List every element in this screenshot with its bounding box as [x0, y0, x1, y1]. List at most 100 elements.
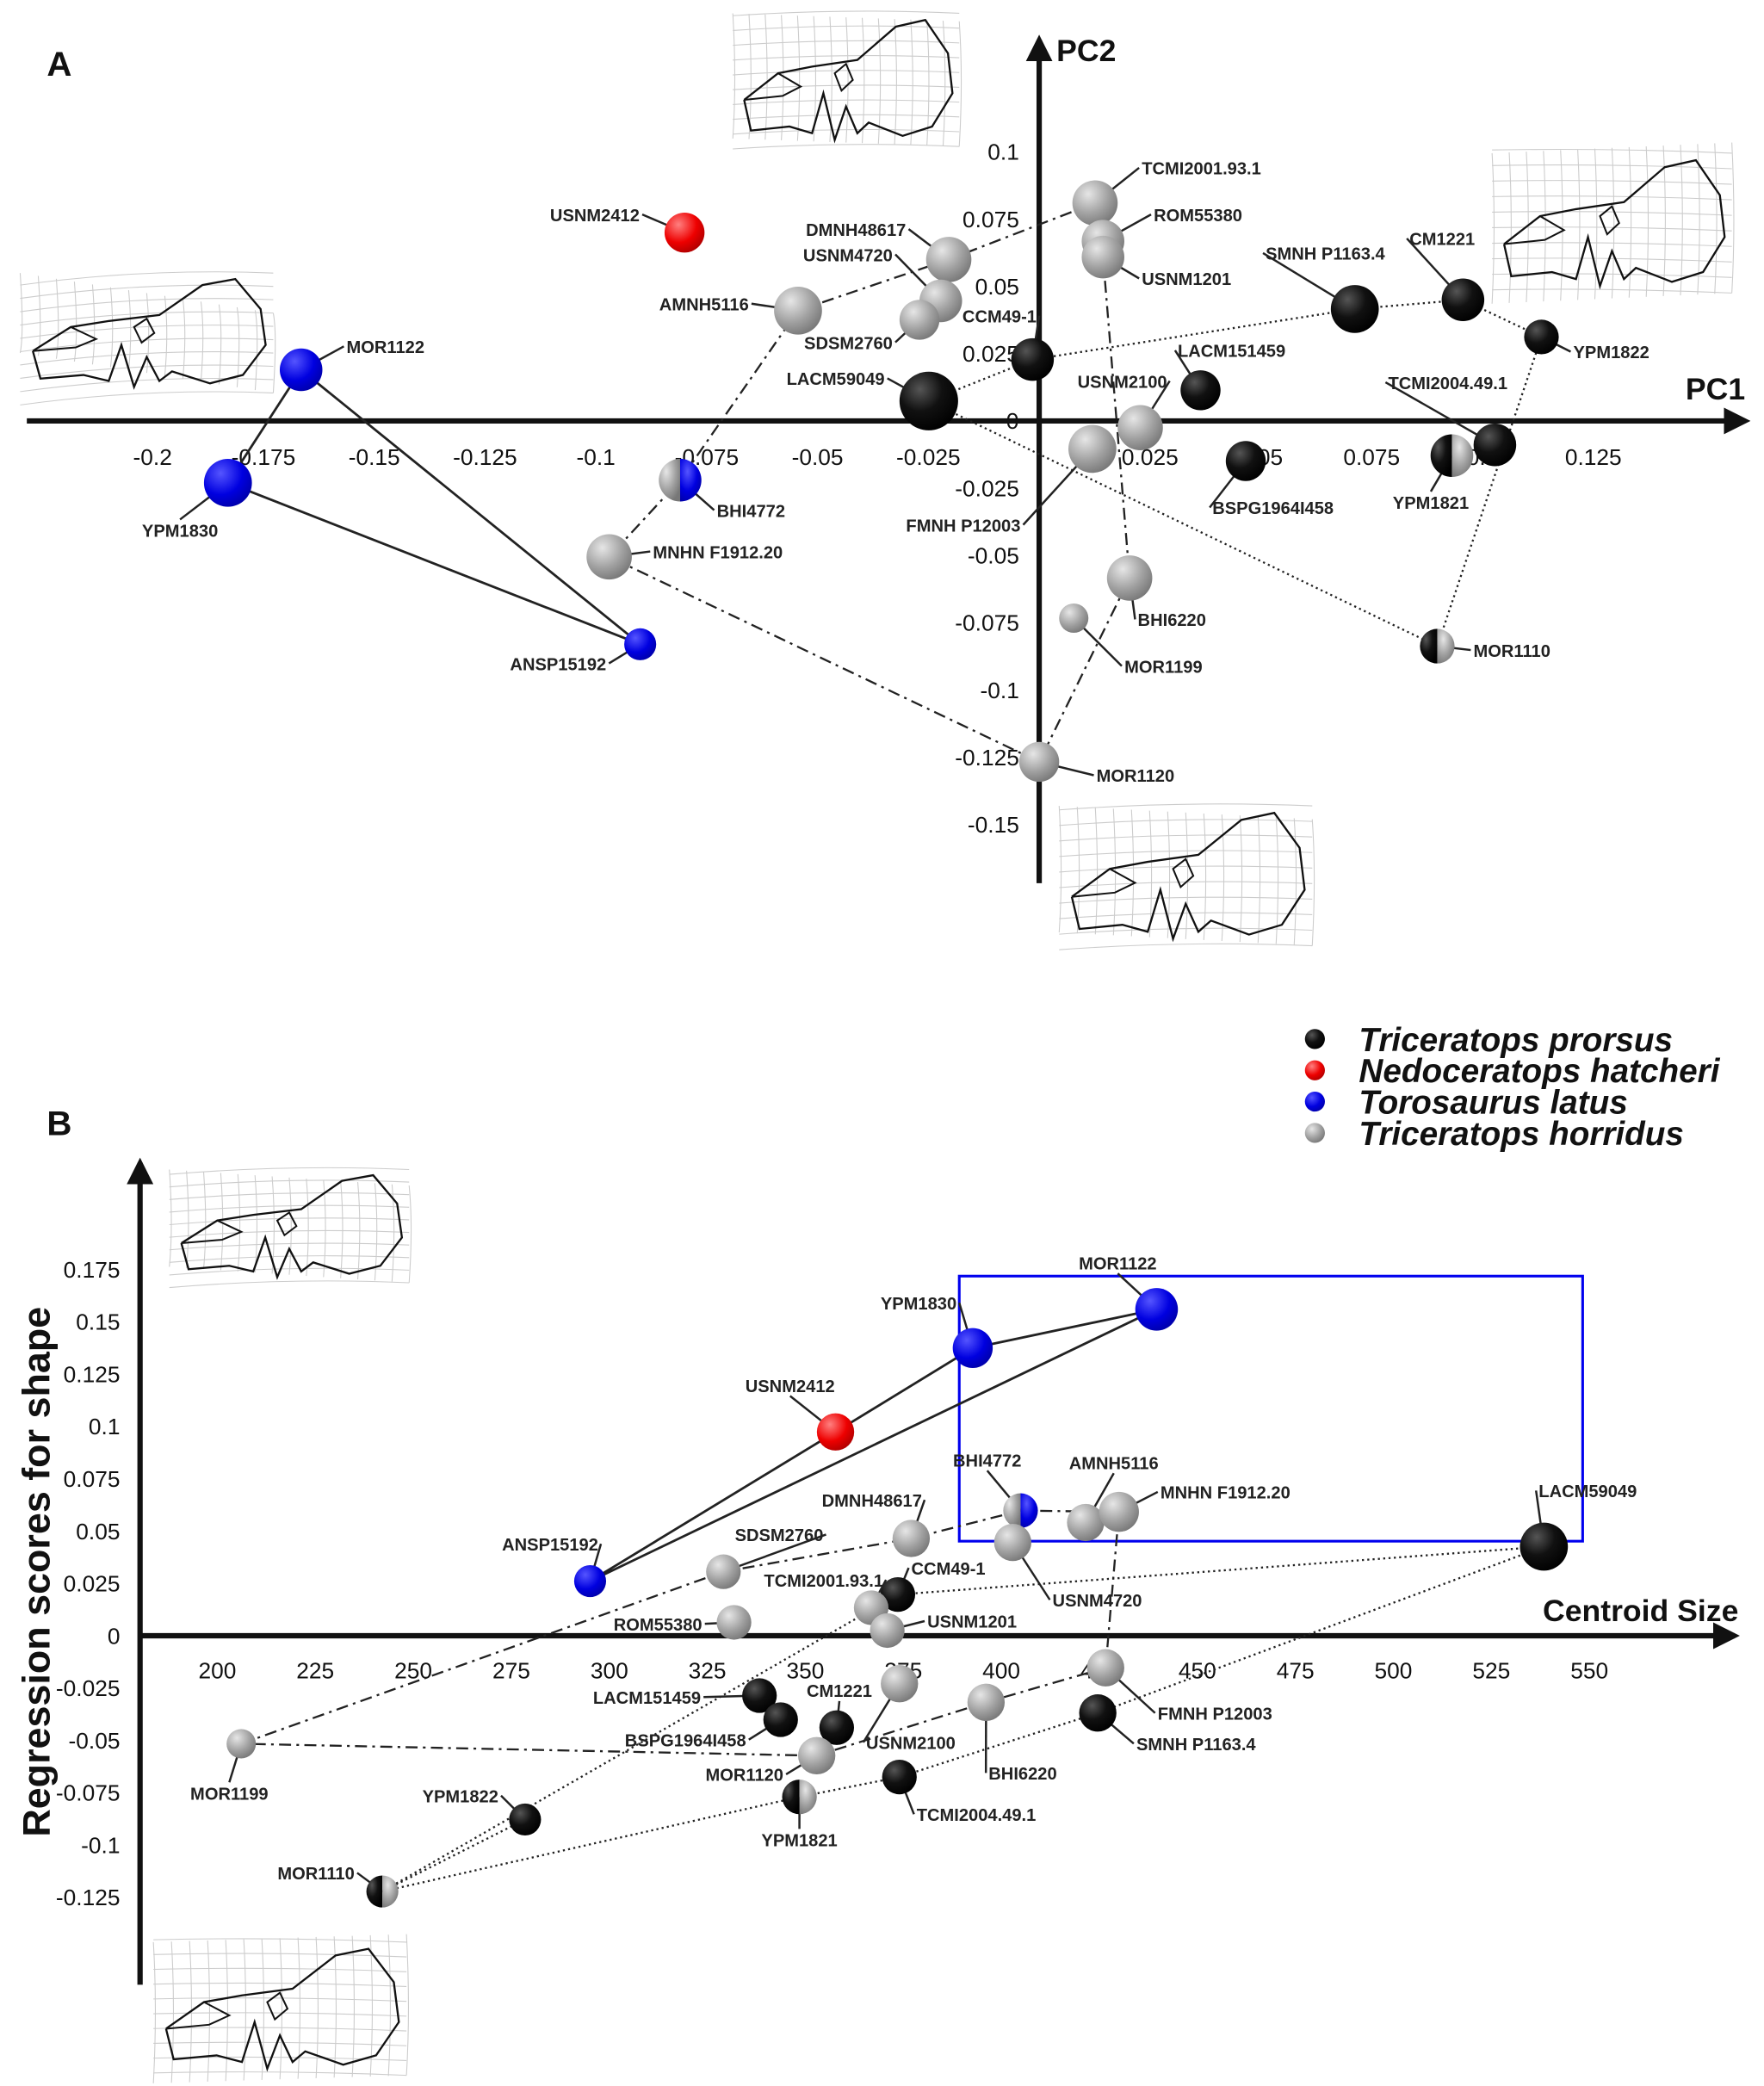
point-label-usnm1201: USNM1201 [927, 1613, 1017, 1632]
y-tick-label: 0.175 [64, 1257, 121, 1283]
marker-half-latus [1020, 1493, 1038, 1528]
point-label-rom55380: ROM55380 [1154, 207, 1242, 226]
point-ansp15192 [573, 1565, 607, 1598]
legend-label-hatcheri: Nedoceratops hatcheri [1359, 1053, 1720, 1090]
x-tick-label: 275 [492, 1658, 530, 1684]
marker-prorsus [882, 1759, 917, 1795]
marker-horridus [706, 1554, 741, 1589]
deformation-grid-pc2-positive [732, 10, 962, 150]
point-label-usnm2100: USNM2100 [866, 1735, 956, 1754]
point-label-mor1120: MOR1120 [1097, 767, 1175, 786]
x-tick-label: 225 [296, 1658, 334, 1684]
y-tick-label: 0.125 [64, 1361, 121, 1387]
deformation-grid-pc1-positive [1491, 142, 1735, 304]
marker-horridus [1067, 1503, 1105, 1542]
y-tick-label: -0.025 [56, 1675, 121, 1701]
point-label-mor1199: MOR1199 [190, 1785, 269, 1804]
point-label-bhi6220: BHI6220 [988, 1765, 1056, 1784]
marker-horridus [1304, 1123, 1325, 1143]
point-label-mor1122: MOR1122 [1079, 1255, 1157, 1274]
point-smnh-p1163-4 [1330, 285, 1379, 333]
point-smnh-p1163-4 [1079, 1694, 1117, 1732]
point-ypm1822 [509, 1803, 542, 1836]
point-usnm1201 [1081, 235, 1124, 279]
marker-horridus [1068, 424, 1117, 474]
legend-marker-horridus [1304, 1123, 1325, 1143]
point-label-tcmi2004-49-1: TCMI2004.49.1 [917, 1806, 1037, 1825]
deformation-grid-shape-high [169, 1167, 412, 1289]
point-label-ypm1830: YPM1830 [881, 1295, 956, 1314]
point-label-bhi6220: BHI6220 [1138, 611, 1206, 630]
marker-horridus [1072, 180, 1118, 226]
x-tick-label: 450 [1179, 1658, 1216, 1684]
x-tick-label: 550 [1570, 1658, 1608, 1684]
marker-horridus [1059, 604, 1089, 634]
marker-horridus [899, 300, 940, 340]
marker-horridus [226, 1729, 257, 1759]
point-label-ypm1822: YPM1822 [1574, 344, 1649, 362]
point-ccm49-1 [880, 1577, 916, 1612]
marker-horridus [1106, 555, 1153, 601]
marker-half-latus [679, 458, 702, 502]
point-label-amnh5116: AMNH5116 [659, 296, 749, 315]
marker-latus [279, 348, 323, 392]
point-label-cm1221: CM1221 [1409, 231, 1475, 250]
marker-prorsus [1441, 278, 1485, 322]
marker-horridus [1081, 235, 1124, 279]
marker-hatcheri [664, 212, 705, 253]
point-label-bspg1964i458: BSPG1964I458 [625, 1731, 746, 1750]
marker-prorsus [509, 1803, 542, 1836]
marker-horridus [797, 1736, 836, 1774]
y-tick-label: 0.05 [76, 1519, 120, 1544]
x-tick-label: -0.15 [349, 444, 400, 470]
x-tick-label: 350 [787, 1658, 825, 1684]
y-tick-label: 0 [108, 1623, 121, 1649]
point-bhi4772 [659, 458, 702, 502]
point-mor1120 [797, 1736, 836, 1774]
marker-horridus [1086, 1649, 1124, 1687]
y-tick-label: 0.025 [64, 1571, 121, 1597]
marker-prorsus [880, 1577, 916, 1612]
point-cm1221 [819, 1710, 854, 1745]
marker-prorsus [1304, 1029, 1325, 1049]
group-line-dashdot [607, 201, 1131, 764]
point-ansp15192 [624, 628, 657, 660]
x-tick-label: 0.025 [1122, 444, 1179, 470]
marker-prorsus [1520, 1522, 1569, 1571]
marker-latus [573, 1565, 607, 1598]
point-amnh5116 [1067, 1503, 1105, 1542]
x-tick-label: 500 [1375, 1658, 1413, 1684]
point-label-dmnh48617: DMNH48617 [806, 221, 906, 240]
marker-half-horridus [1003, 1493, 1021, 1528]
point-label-rom55380: ROM55380 [614, 1616, 703, 1635]
point-mor1199 [226, 1729, 257, 1759]
point-label-bspg1964i458: BSPG1964I458 [1212, 499, 1334, 518]
deformation-grid-pc2-negative [1058, 803, 1315, 950]
marker-half-horridus [382, 1875, 399, 1908]
point-usnm2412 [664, 212, 705, 253]
y-tick-label: 0.075 [962, 207, 1019, 232]
point-label-ansp15192: ANSP15192 [502, 1536, 598, 1555]
point-label-mnhn-f1912-20: MNHN F1912.20 [653, 543, 783, 562]
point-label-ypm1821: YPM1821 [1393, 494, 1469, 513]
point-ypm1830 [952, 1328, 993, 1369]
point-label-smnh-p1163-4: SMNH P1163.4 [1266, 245, 1385, 264]
marker-prorsus [1225, 441, 1266, 481]
point-label-bhi4772: BHI4772 [953, 1452, 1021, 1471]
marker-prorsus [1180, 370, 1221, 411]
marker-latus [203, 458, 252, 507]
point-usnm2100 [1117, 405, 1163, 451]
x-tick-label: -0.05 [792, 444, 844, 470]
point-label-ansp15192: ANSP15192 [510, 655, 606, 674]
point-ypm1822 [1524, 319, 1559, 355]
marker-prorsus [742, 1678, 777, 1713]
point-label-usnm2100: USNM2100 [1078, 373, 1167, 392]
marker-latus [1135, 1288, 1179, 1331]
y-tick-label: 0.025 [962, 341, 1019, 367]
marker-prorsus [1524, 319, 1559, 355]
marker-latus [952, 1328, 993, 1369]
point-label-ypm1822: YPM1822 [423, 1787, 498, 1806]
x-tick-label: 525 [1472, 1658, 1510, 1684]
point-mor1110 [366, 1875, 399, 1908]
